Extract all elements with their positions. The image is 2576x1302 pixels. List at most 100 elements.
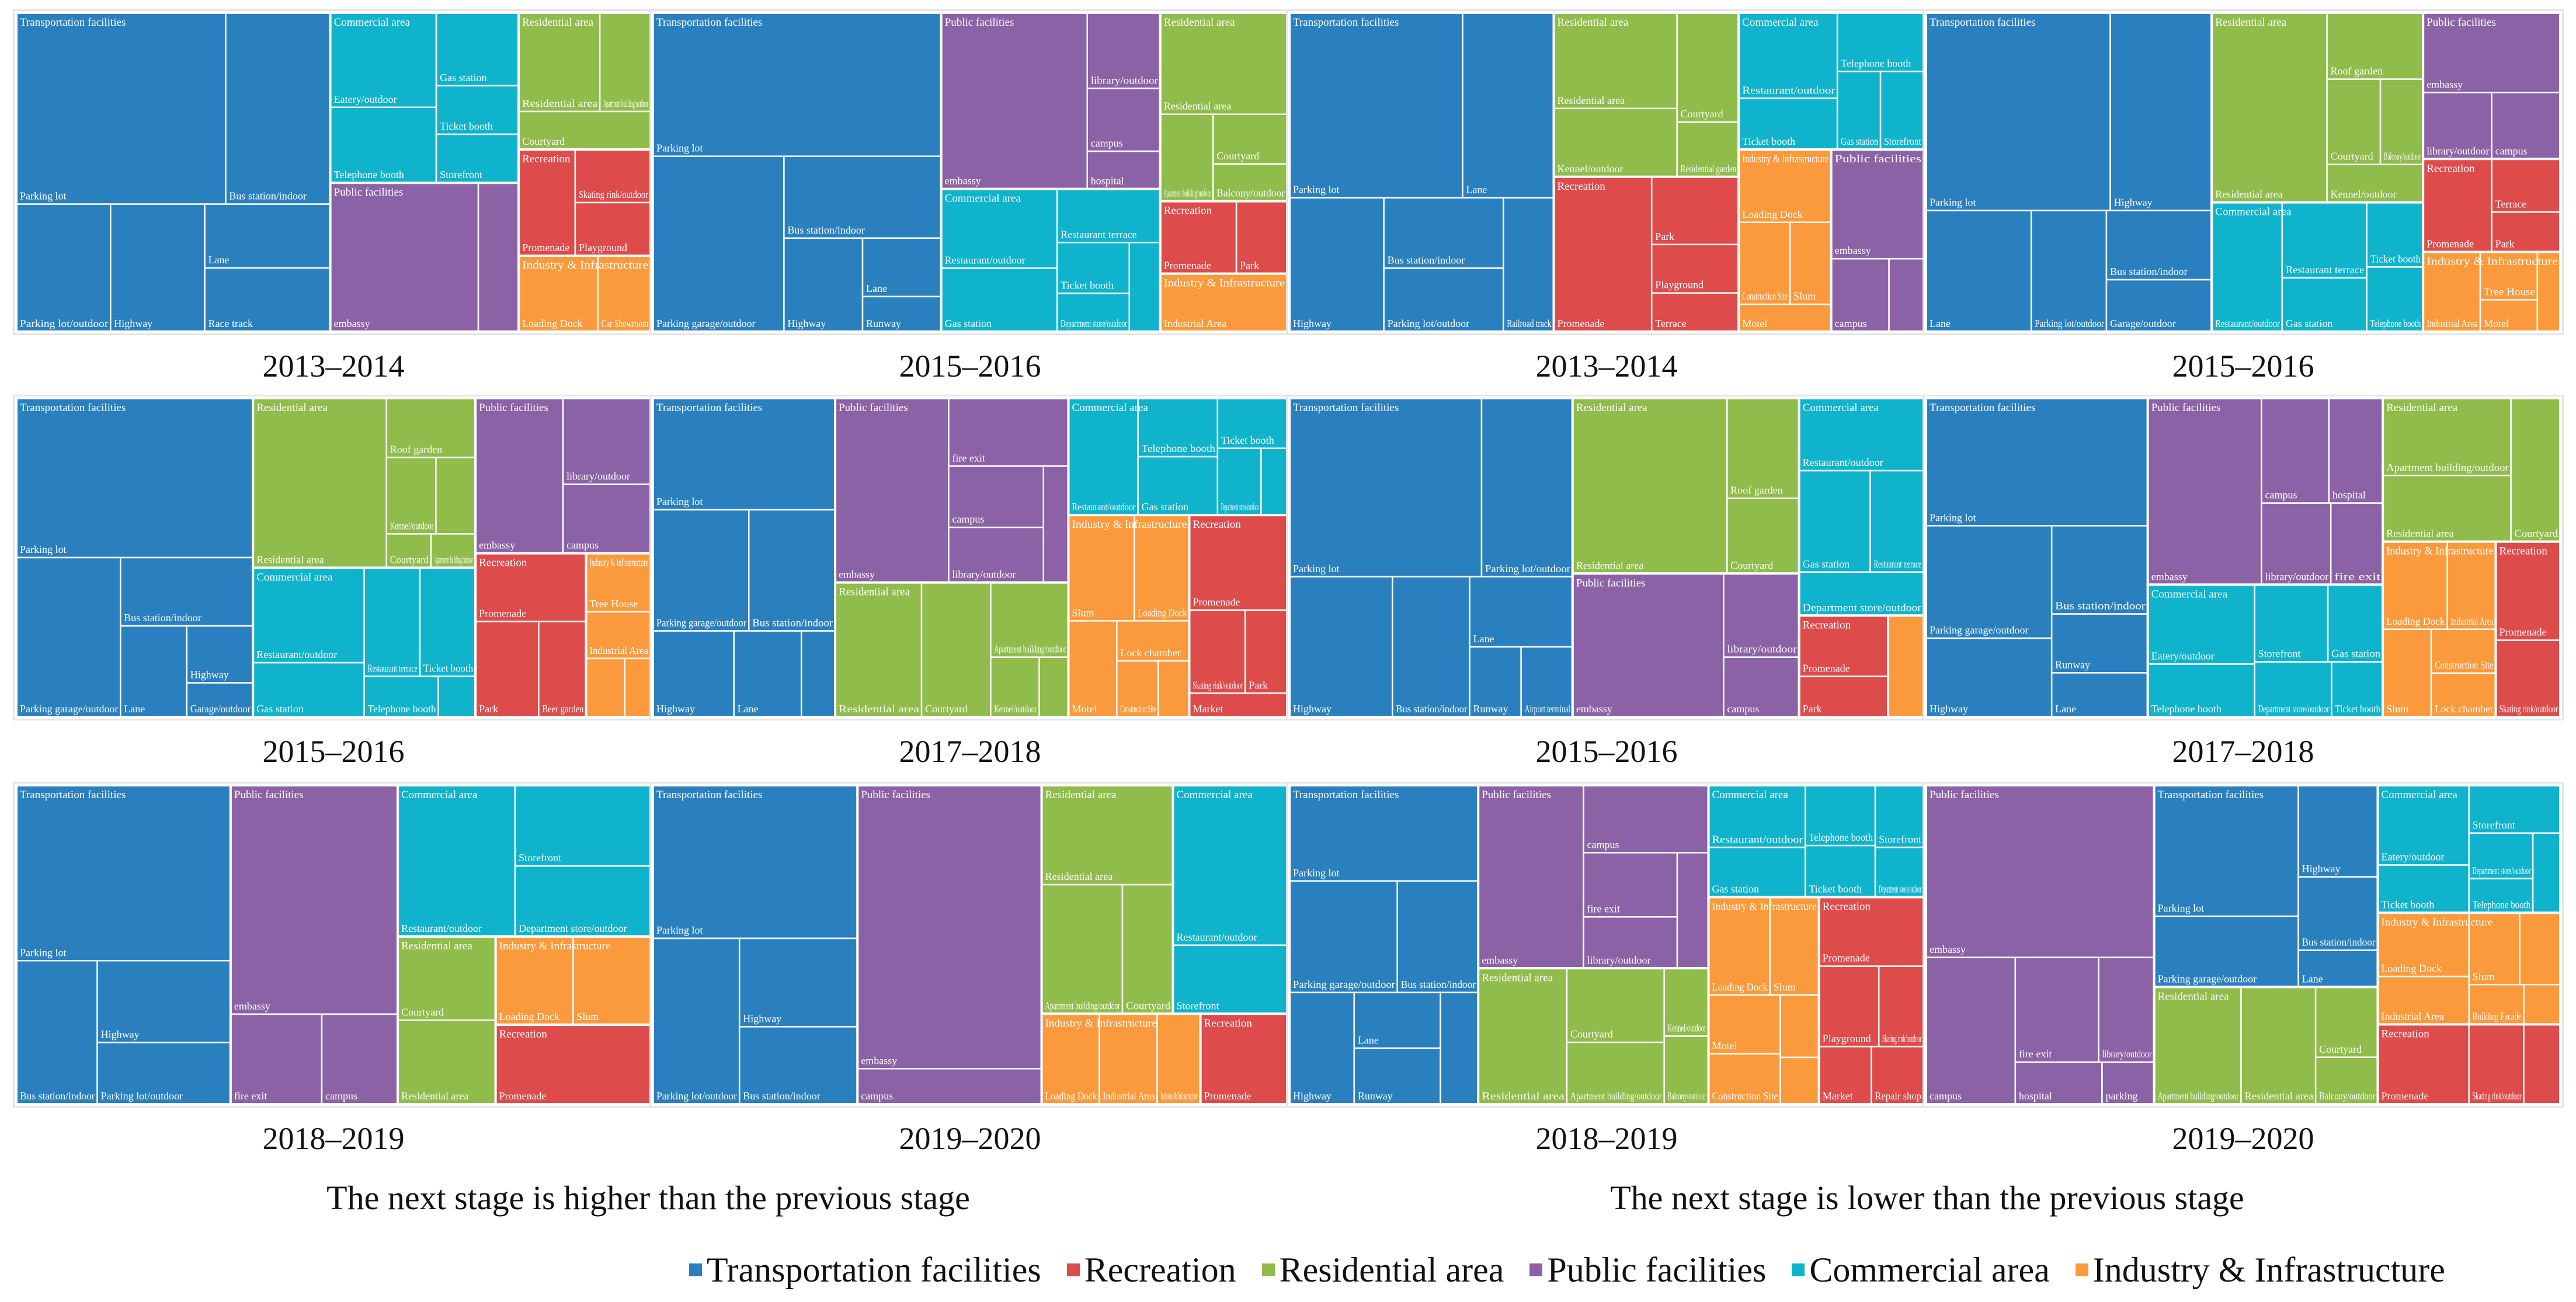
tile-commercial-gas-station [2532,832,2560,914]
tile-public-campus [857,1068,1042,1104]
tile-label-embassy: embassy [334,318,370,329]
tile-residential-roof-garden [1726,398,1800,499]
tile-label-loading-dock: Loading Dock [522,318,582,329]
tile-residential-courtyard [1726,497,1800,575]
tile-label-playground: Playground [579,242,627,253]
tile-industry-slum [572,935,651,1026]
tile-label-residential-area: Residential area [2245,1090,2314,1102]
tile-label-telephone-booth: Telephone booth [1841,57,1911,69]
tile-label-promenade: Promenade [1164,260,1211,271]
tile-transport-bus-station-indoor [2105,210,2213,281]
tile-transport-lane [1926,210,2032,332]
tile-commercial-telephone-booth [1836,13,1924,72]
treemap-panel-2: Parking lot Parking garage/outdoor Bus sta… [649,9,1291,335]
tile-label-embassy: embassy [1930,944,1966,955]
tile-label-highway: Highway [1293,318,1332,329]
tile-public-embassy [329,182,479,332]
tile-residential-luxury-house [1038,656,1069,717]
tile-label-construction-site: Construction Site [1120,703,1156,715]
treemap-svg-7: Parking lot Parking lot/outdoor Highway Bus… [1289,398,1924,717]
tile-public-campus [1583,785,1709,854]
tile-label-parking-lot: Parking lot [656,496,703,507]
tile-label-gas-station: Gas station [440,72,487,83]
tile-label-bus-station-indoor: Bus station/indoor [1396,703,1467,715]
tile-industry-city [1779,1056,1820,1104]
tile-label-parking-lot: Parking lot [656,142,703,154]
tile-label-race-track: Race track [208,318,253,329]
tile-industry-market [624,657,651,717]
tile-label-restaurant-outdoor: Restaurant/outdoor [1712,833,1803,845]
tile-commercial-storefront [2468,785,2560,834]
tile-label-bus-station-indoor: Bus station/indoor [743,1090,821,1102]
tile-recreation-beer-garden [538,621,587,717]
group-label-commercial: Commercial area [1072,402,1149,414]
group-label-commercial: Commercial area [1176,789,1253,801]
caption-lower: The next stage is lower than the previou… [1610,1179,2244,1217]
group-label-residential: Residential area [1045,789,1117,801]
tile-industry-loading-dock [1708,896,1771,996]
tile-transport-highway [1289,197,1385,332]
tile-transport-highway [1926,637,2053,717]
group-label-public: Public facilities [2426,16,2496,29]
tile-transport-railroad-track [1503,197,1555,332]
group-label-public: Public facilities [1930,789,1999,801]
tile-label-building-facade: Building Facade [2473,1011,2522,1022]
group-label-industry: Industry & Infrastructure [1164,277,1285,290]
tile-label-eatery-outdoor: Eatery/outdoor [334,93,397,105]
tile-industry-motel [1887,615,1924,717]
group-label-residential: Residential area [256,402,328,414]
tile-label-lane: Lane [866,283,887,294]
tile-industry-construction-site [1116,660,1159,717]
tile-commercial-restaurant-terrace [1869,469,1924,573]
panel-title: 2019–2020 [2172,1121,2314,1156]
tile-label-skating-rink-outdoor: Skating rink/outdoor [2473,1090,2522,1102]
tile-recreation-playground [1818,965,1880,1047]
tile-label-parking-lot: Parking lot [1930,197,1976,208]
tile-commercial-ticket-booth [2377,864,2470,914]
tile-label-embassy: embassy [861,1054,897,1066]
tile-label-restaurant-outdoor: Restaurant/outdoor [2215,318,2280,329]
tile-residential-residential-area [1159,13,1287,115]
tile-label-runway: Runway [1473,703,1508,715]
tile-public-campus [1723,656,1800,717]
group-label-industry: Industry & Infrastructure [2381,916,2492,928]
tile-transport-highway [1289,576,1393,717]
legend-swatch [1261,1263,1275,1276]
tile-label-ticket-booth: Ticket booth [2381,899,2434,910]
tile-label-slum: Slum [1774,981,1796,993]
tile-transport-lane [2050,672,2149,717]
tile-label-residential-area: Residential area [256,553,324,565]
tile-label-library-outdoor: library/outdoor [2102,1048,2152,1060]
tile-residential-kennel-outdoor [1553,107,1678,178]
tile-label-balcony-outdoor: Balcony/outdoor [1668,1090,1706,1102]
tile-label-embassy: embassy [234,1000,270,1012]
panel-title: 2017–2018 [2172,734,2314,769]
tile-label-apartment-building-outdoor: Apartment building/outdoor [434,553,473,565]
tile-label-loading-dock: Loading Dock [2381,963,2441,974]
panel-title: 2013–2014 [1535,349,1678,384]
tile-commercial-ticket-booth [1805,844,1876,898]
tile-label-promenade: Promenade [479,607,526,619]
tile-industry-motel [2479,299,2539,332]
group-label-residential: Residential area [401,940,472,952]
tile-label-industrial-area: Industrial Area [1164,318,1226,329]
group-label-recreation: Recreation [1803,619,1851,631]
group-label-transport: Transportation facilities [656,16,762,29]
tile-commercial-telephone-booth [2147,663,2255,717]
tile-public-embassy [2422,13,2560,93]
tile-label-apartment-building-outdoor: Apartment building/outdoor [1164,187,1211,199]
tile-label-park: Park [479,703,498,715]
group-label-residential: Residential area [839,586,910,598]
tile-label-bus-station-indoor: Bus station/indoor [2110,266,2188,277]
tile-transport-garage-outdoor [186,682,254,717]
treemap-svg-2: Parking lot Parking garage/outdoor Bus sta… [653,13,1287,332]
tile-label-parking-garage-outdoor: Parking garage/outdoor [656,617,746,629]
tile-commercial-eatery-outdoor [329,13,437,109]
tile-label-telephone-booth: Telephone booth [1809,831,1873,843]
tile-label-bus-station-indoor: Bus station/indoor [20,1090,95,1102]
tile-transport-highway [1289,991,1355,1104]
tile-recreation-promenade [1818,896,1924,967]
tile-commercial-telephone-booth [2468,878,2534,914]
tile-transport-highway [2109,13,2213,211]
